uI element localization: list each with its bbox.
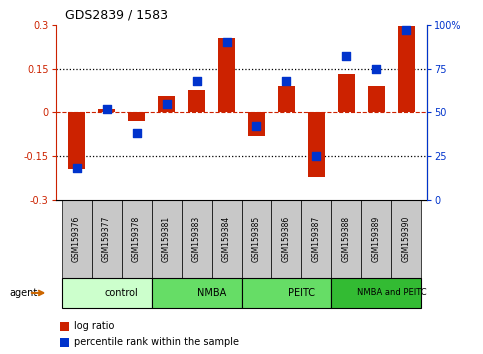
Bar bbox=[368, 86, 385, 113]
Text: agent: agent bbox=[10, 288, 38, 298]
Bar bbox=[242, 200, 271, 278]
Bar bbox=[301, 200, 331, 278]
Bar bbox=[338, 74, 355, 113]
Bar bbox=[122, 200, 152, 278]
Bar bbox=[128, 113, 145, 121]
Point bbox=[133, 131, 141, 136]
Bar bbox=[361, 200, 391, 278]
Point bbox=[163, 101, 170, 107]
Text: GSM159385: GSM159385 bbox=[252, 216, 261, 262]
Point bbox=[103, 106, 111, 112]
Bar bbox=[331, 200, 361, 278]
Bar bbox=[391, 200, 422, 278]
Text: GSM159383: GSM159383 bbox=[192, 216, 201, 262]
Text: NMBA and PEITC: NMBA and PEITC bbox=[356, 289, 426, 297]
Point bbox=[253, 124, 260, 129]
Bar bbox=[218, 38, 235, 113]
Bar bbox=[152, 200, 182, 278]
Bar bbox=[242, 278, 331, 308]
Bar bbox=[308, 113, 325, 177]
Point bbox=[403, 27, 411, 33]
Text: GSM159384: GSM159384 bbox=[222, 216, 231, 262]
Point bbox=[372, 66, 380, 72]
Bar bbox=[248, 113, 265, 136]
Bar bbox=[398, 26, 415, 113]
Bar bbox=[61, 278, 152, 308]
Text: GSM159390: GSM159390 bbox=[402, 216, 411, 262]
Point bbox=[283, 78, 290, 84]
Point bbox=[223, 40, 230, 45]
Text: GSM159376: GSM159376 bbox=[72, 216, 81, 262]
Bar bbox=[98, 109, 115, 113]
Text: NMBA: NMBA bbox=[197, 288, 226, 298]
Bar bbox=[331, 278, 422, 308]
Bar bbox=[278, 86, 295, 113]
Text: GSM159381: GSM159381 bbox=[162, 216, 171, 262]
Text: GSM159387: GSM159387 bbox=[312, 216, 321, 262]
Text: GSM159377: GSM159377 bbox=[102, 216, 111, 262]
Point bbox=[193, 78, 200, 84]
Bar bbox=[188, 91, 205, 113]
Bar bbox=[271, 200, 301, 278]
Text: log ratio: log ratio bbox=[74, 321, 114, 331]
Bar bbox=[152, 278, 242, 308]
Bar bbox=[212, 200, 242, 278]
Text: PEITC: PEITC bbox=[288, 288, 315, 298]
Point bbox=[313, 153, 320, 159]
Bar bbox=[92, 200, 122, 278]
Text: percentile rank within the sample: percentile rank within the sample bbox=[74, 337, 239, 347]
Bar bbox=[158, 96, 175, 113]
Point bbox=[72, 166, 80, 171]
Text: GSM159388: GSM159388 bbox=[342, 216, 351, 262]
Text: GSM159386: GSM159386 bbox=[282, 216, 291, 262]
Bar bbox=[61, 200, 92, 278]
Text: control: control bbox=[105, 288, 139, 298]
Text: GSM159389: GSM159389 bbox=[372, 216, 381, 262]
Text: GDS2839 / 1583: GDS2839 / 1583 bbox=[65, 8, 168, 21]
Bar bbox=[68, 113, 85, 169]
Point bbox=[342, 53, 350, 59]
Text: GSM159378: GSM159378 bbox=[132, 216, 141, 262]
Bar bbox=[182, 200, 212, 278]
